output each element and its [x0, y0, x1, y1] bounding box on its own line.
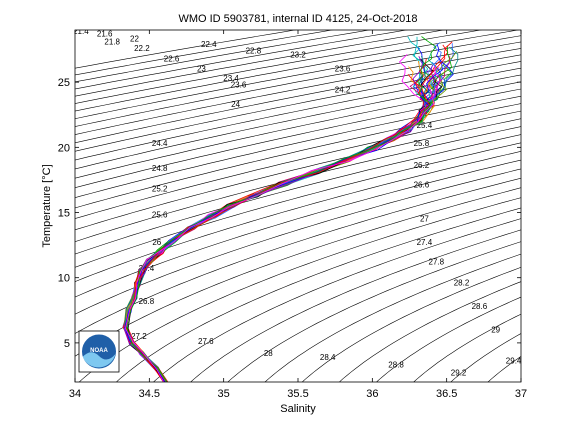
- profile-line: [127, 81, 443, 382]
- density-contour-line: [413, 313, 521, 382]
- density-contour-line: [153, 218, 521, 382]
- density-contour-label: 22: [130, 35, 139, 44]
- density-contour-line: [75, 159, 521, 298]
- density-contour-label: 21.8: [104, 37, 120, 46]
- density-contour-label: 26.2: [414, 161, 430, 170]
- density-contour-line: [75, 168, 521, 315]
- density-contour-line: [75, 110, 521, 219]
- density-contour-label: 26.6: [414, 181, 430, 190]
- density-contour-label: 22.8: [246, 47, 262, 56]
- density-contour-line: [301, 267, 521, 382]
- density-contour-line: [75, 48, 521, 135]
- density-contour-line: [75, 30, 446, 97]
- axis-ticks: 34 34.5 35 35.5 36 36.5 37 5 10 15 20 25: [58, 30, 527, 400]
- x-tick-label: 35: [218, 388, 230, 400]
- density-contour-line: [338, 281, 521, 382]
- density-contour-line: [75, 41, 521, 127]
- density-contour-label: 25.2: [152, 185, 168, 194]
- density-contour-label: 29.4: [506, 357, 522, 366]
- y-tick-label: 20: [58, 142, 70, 154]
- y-tick-label: 15: [58, 208, 70, 220]
- density-contour-line: [75, 177, 521, 334]
- density-contour-label: 28.8: [388, 361, 404, 370]
- density-contour-label: 25.8: [414, 139, 430, 148]
- density-contour-line: [75, 142, 521, 268]
- density-contour-label: 26.8: [139, 297, 155, 306]
- profile-line: [124, 44, 443, 382]
- y-tick-label: 5: [64, 338, 70, 350]
- float-profiles: [122, 36, 459, 382]
- density-contour-line: [75, 54, 521, 144]
- density-contour-line: [376, 296, 521, 382]
- profile-line: [125, 36, 437, 382]
- density-contour-label: 28.6: [472, 302, 488, 311]
- density-contour-label: 24: [231, 100, 240, 109]
- density-contour-label: 29: [491, 326, 500, 335]
- density-contour-label: 23.4: [223, 74, 239, 83]
- density-contour-line: [75, 126, 521, 242]
- density-contour-label: 27.6: [198, 337, 214, 346]
- density-contour-line: [75, 30, 520, 112]
- density-contour-label: 23.6: [335, 65, 351, 74]
- density-contour-line: [75, 150, 521, 282]
- density-contour-line: [75, 74, 521, 170]
- density-contour-label: 22.6: [164, 54, 180, 63]
- chart-title: WMO ID 5903781, internal ID 4125, 24-Oct…: [178, 13, 417, 25]
- noaa-logo: NOAA: [78, 330, 120, 373]
- density-contour-label: 21.6: [97, 30, 113, 39]
- density-contour-label: 27.2: [131, 332, 147, 341]
- density-contour-label: 28.4: [320, 353, 336, 362]
- density-contour-label: 28.2: [454, 279, 470, 288]
- density-contour-label: 29.2: [451, 369, 467, 378]
- density-contour-line: [78, 197, 521, 382]
- density-contour-line: [75, 103, 521, 209]
- density-contour-line: [75, 30, 483, 104]
- x-tick-label: 34: [69, 388, 81, 400]
- density-contour-label: 25.6: [152, 211, 168, 220]
- density-contour-label: 24.2: [335, 86, 351, 95]
- density-contour-line: [75, 118, 521, 231]
- x-tick-label: 37: [515, 388, 527, 400]
- density-contour-label: 24.8: [152, 164, 168, 173]
- density-contour-line: [75, 30, 409, 90]
- density-contour-line: [75, 35, 521, 120]
- profile-line: [124, 65, 441, 382]
- density-contour-label: 24.4: [152, 139, 168, 148]
- y-tick-label: 25: [58, 77, 70, 89]
- density-contour-line: [75, 30, 372, 83]
- density-contour-line: [115, 207, 521, 382]
- density-contour-label: 27: [420, 215, 429, 224]
- density-contour-label: 23.6: [231, 80, 247, 89]
- y-tick-label: 10: [58, 273, 70, 285]
- density-contour-line: [190, 229, 521, 382]
- x-axis-label: Salinity: [280, 403, 316, 415]
- density-contour-line: [227, 241, 521, 382]
- density-contour-label: 26: [152, 238, 161, 247]
- density-contour-label: 28: [264, 349, 273, 358]
- x-tick-label: 36.5: [436, 388, 457, 400]
- noaa-logo-text: NOAA: [90, 348, 108, 354]
- density-contour-label: 25.4: [417, 121, 433, 130]
- x-tick-label: 34.5: [139, 388, 160, 400]
- x-tick-label: 35.5: [287, 388, 308, 400]
- density-contour-label: 22.2: [134, 44, 150, 53]
- y-axis-label: Temperature [°C]: [41, 164, 53, 247]
- density-contour-label: 23: [197, 65, 206, 74]
- density-contour-label: 27.4: [417, 238, 433, 247]
- density-contour-label: 21.4: [73, 27, 89, 36]
- density-contour-label: 22.4: [201, 40, 217, 49]
- x-tick-label: 36: [366, 388, 378, 400]
- density-contour-line: [264, 253, 521, 382]
- density-contour-label: 23.2: [290, 50, 306, 59]
- density-contour-label: 27.8: [429, 258, 445, 267]
- density-contour-line: [75, 67, 521, 161]
